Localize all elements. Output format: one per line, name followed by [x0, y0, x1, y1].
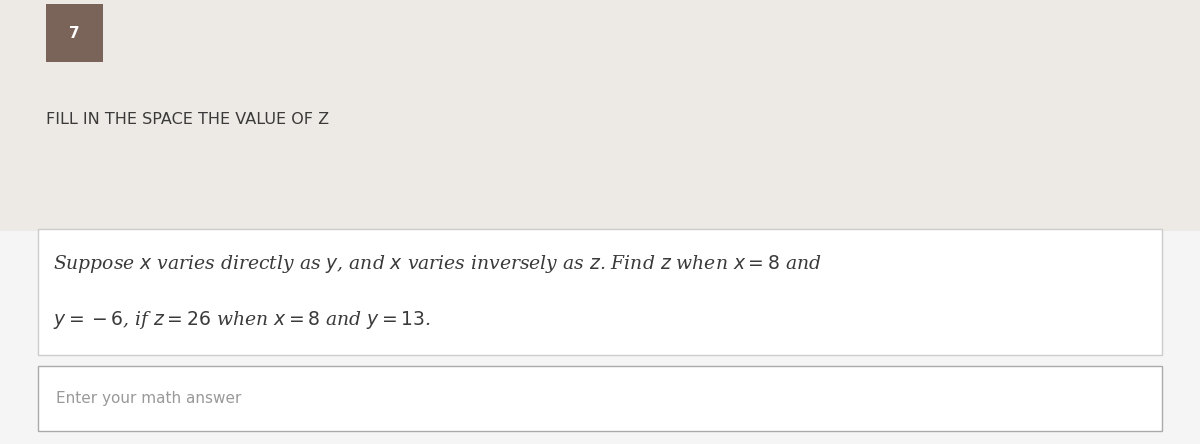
Text: 7: 7	[70, 26, 79, 41]
FancyBboxPatch shape	[0, 0, 1200, 231]
FancyBboxPatch shape	[38, 229, 1162, 355]
FancyBboxPatch shape	[46, 4, 103, 62]
Text: FILL IN THE SPACE THE VALUE OF Z: FILL IN THE SPACE THE VALUE OF Z	[46, 112, 329, 127]
Text: $y = -6$, if $z = 26$ when $x = 8$ and $y = 13$.: $y = -6$, if $z = 26$ when $x = 8$ and $…	[53, 309, 431, 331]
FancyBboxPatch shape	[38, 366, 1162, 431]
Text: Suppose $x$ varies directly as $y$, and $x$ varies inversely as $z$. Find $z$ wh: Suppose $x$ varies directly as $y$, and …	[53, 253, 821, 275]
Text: Enter your math answer: Enter your math answer	[56, 391, 241, 406]
